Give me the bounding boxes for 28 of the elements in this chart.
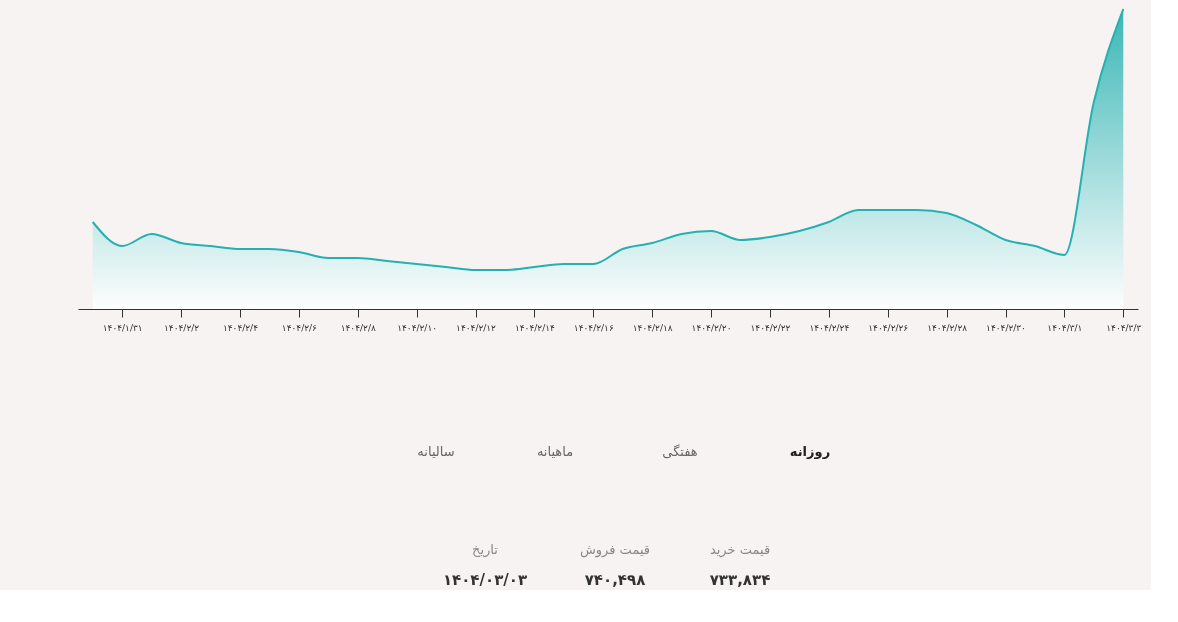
text: قیمت فروش bbox=[579, 542, 651, 558]
x-tick-label: ۱۴۰۴/۲/۶ bbox=[281, 322, 318, 333]
x-tick-label: ۱۴۰۴/۳/۳ bbox=[1106, 322, 1142, 333]
text: سالیانه bbox=[417, 444, 455, 459]
x-tick-label: ۱۴۰۴/۳/۱ bbox=[1047, 322, 1083, 333]
x-tick-label: ۱۴۰۴/۲/۱۸ bbox=[632, 322, 673, 333]
x-tick-label: ۱۴۰۴/۲/۲۶ bbox=[868, 322, 909, 333]
text: روزانه bbox=[789, 444, 831, 459]
text: ۷۳۳,۸۳۴ bbox=[709, 571, 771, 589]
x-tick-label: ۱۴۰۴/۱/۳۱ bbox=[102, 322, 143, 333]
x-tick-label: ۱۴۰۴/۲/۱۲ bbox=[456, 322, 497, 333]
x-tick-label: ۱۴۰۴/۲/۴ bbox=[222, 322, 259, 333]
text: ۷۴۰,۴۹۸ bbox=[584, 571, 646, 589]
x-tick-label: ۱۴۰۴/۲/۳۰ bbox=[986, 322, 1026, 333]
x-tick-label: ۱۴۰۴/۲/۲ bbox=[164, 322, 200, 333]
text: ماهیانه bbox=[536, 444, 574, 459]
text: قیمت خرید bbox=[709, 542, 771, 558]
x-tick-label: ۱۴۰۴/۲/۲۲ bbox=[750, 322, 791, 333]
x-tick-label: ۱۴۰۴/۲/۲۴ bbox=[809, 322, 850, 333]
x-tick-label: ۱۴۰۴/۲/۸ bbox=[340, 322, 376, 333]
x-tick-label: ۱۴۰۴/۲/۱۴ bbox=[514, 322, 555, 333]
text: تاریخ bbox=[472, 542, 499, 558]
x-tick-label: ۱۴۰۴/۲/۲۸ bbox=[927, 322, 968, 333]
x-tick-label: ۱۴۰۴/۲/۱۶ bbox=[573, 322, 614, 333]
text: ۱۴۰۴/۰۳/۰۳ bbox=[442, 571, 528, 589]
x-tick-label: ۱۴۰۴/۲/۱۰ bbox=[397, 322, 438, 333]
x-tick-label: ۱۴۰۴/۲/۲۰ bbox=[691, 322, 732, 333]
text: هفتگی bbox=[662, 444, 698, 459]
